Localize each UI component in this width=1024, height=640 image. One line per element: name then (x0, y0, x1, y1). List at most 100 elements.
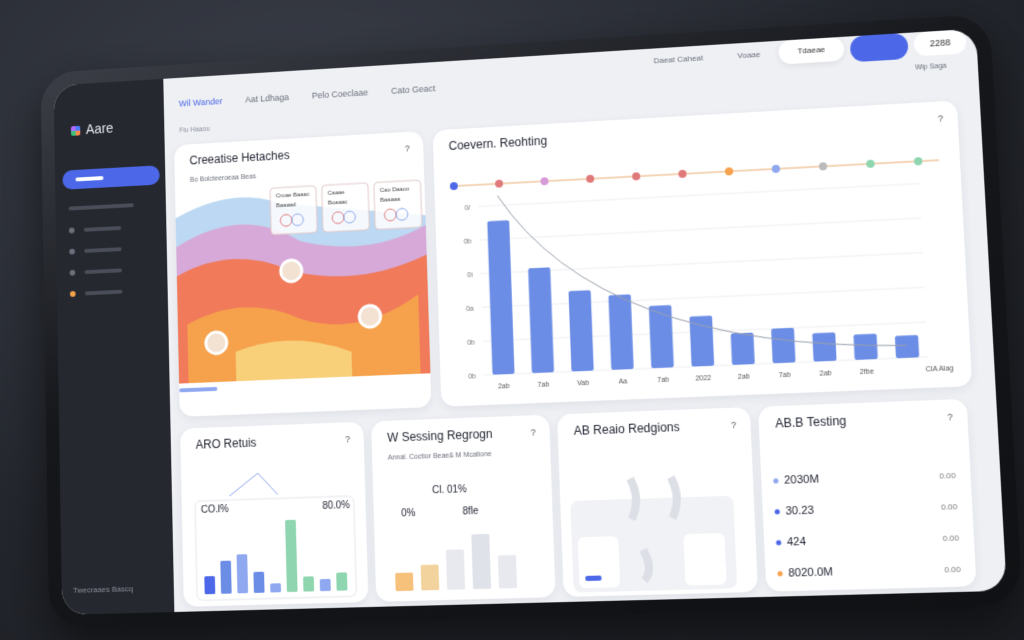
nav-icon (69, 248, 75, 255)
trend-line (229, 473, 278, 496)
timeline-dot (632, 172, 641, 181)
bar (303, 576, 315, 592)
help-icon[interactable]: ? (530, 427, 536, 438)
bar (336, 573, 348, 592)
bar (730, 332, 755, 365)
stat: 80.0% (322, 500, 350, 512)
x-tick-label: 2ab (819, 370, 832, 378)
session-card: W Sessing Regrogn ? Annal. Coctior Beae&… (371, 414, 556, 602)
y-tick-label: 0a (466, 306, 474, 313)
nav-icon (68, 227, 75, 234)
heatmap-card: Creeatise Hetaches ? Bo Bolcteeroeaa Bea… (174, 130, 432, 417)
card-title: Coevern. Reohting (448, 133, 548, 153)
progress (179, 386, 218, 393)
top-link[interactable]: Voaae (737, 49, 761, 61)
breadcrumb: Fiu Haaou (179, 125, 210, 135)
legend-label: Cao Daaoo (380, 186, 410, 194)
help-icon[interactable]: ? (345, 434, 351, 445)
timeline-dot (540, 177, 549, 186)
timeline-dot (586, 174, 595, 183)
legend-label: Baaaad (276, 202, 296, 209)
row-dot (773, 478, 779, 484)
tab[interactable]: Pelo Coeclaae (311, 87, 369, 101)
card-title: ARO Retuis (195, 435, 257, 452)
avatar (206, 332, 227, 354)
nav-item[interactable] (83, 226, 122, 232)
help-icon[interactable]: ? (937, 113, 944, 124)
nav-item-active[interactable] (62, 165, 160, 190)
timeline-dot (913, 156, 923, 166)
bar (253, 571, 265, 593)
session-chart: Cl. 01% 0% 8fle (395, 484, 518, 592)
bar (528, 267, 555, 374)
legend-label: Caaae (328, 190, 345, 197)
x-end-label: ClA Alag (926, 365, 954, 374)
row-value: 0.00 (941, 502, 959, 512)
bar (648, 304, 674, 369)
primary-button[interactable] (849, 32, 909, 63)
grid-line (479, 218, 921, 240)
row-dot (777, 571, 783, 577)
user-count[interactable]: 2288 (913, 29, 967, 57)
bar (285, 519, 298, 593)
tab[interactable]: Aat Ldhaga (244, 92, 290, 105)
bar (204, 576, 216, 595)
avatar (359, 305, 381, 328)
nav-item[interactable] (84, 268, 123, 275)
tab[interactable]: Wil Wander (178, 96, 223, 109)
card-title: Creeatise Hetaches (189, 148, 290, 168)
timeline-dot (494, 179, 504, 188)
x-tick-label: 2ab (738, 373, 751, 381)
legend-label: Boaaac (328, 199, 348, 206)
y-tick-label: 0i (467, 272, 473, 279)
row-label: 2030M (784, 473, 820, 487)
tab[interactable]: Cato Geact (391, 83, 436, 96)
bar (395, 572, 414, 592)
stat: CO.l% (201, 504, 229, 516)
x-tick-label: Aa (619, 378, 628, 386)
heatmap: Croae Baaac Baaaad Caaae Boaaac Cao Daaoo Baa… (175, 176, 431, 393)
timeline-dot (866, 159, 875, 169)
card-title: W Sessing Regrogn (386, 426, 493, 445)
row-dot (774, 509, 780, 515)
bar (420, 564, 440, 591)
help-icon[interactable]: ? (947, 411, 953, 423)
bar (220, 560, 232, 594)
main: Wil Wander Aat Ldhaga Pelo Coeclaae Cato… (163, 29, 1006, 612)
help-icon[interactable]: ? (730, 419, 737, 431)
nav-item[interactable] (84, 247, 122, 253)
testing-card: AB.B Testing ? 2030M 0.00 30.23 0.00 424 0.00… (758, 398, 977, 592)
bar (270, 583, 282, 593)
row-label: 424 (787, 535, 807, 548)
bar (812, 332, 837, 362)
card-subtitle: Annal. Coctior Beae& M Mcatione (387, 451, 492, 462)
x-tick-label: 7ab (537, 381, 549, 389)
timeline-dot (818, 162, 828, 171)
stat: 0% (401, 508, 416, 520)
row-value: 0.00 (944, 564, 962, 574)
region-card: AB Reaio Redgions ? (557, 407, 759, 597)
search[interactable]: Tdaeae (778, 36, 845, 65)
nav-item[interactable] (84, 289, 123, 296)
button (585, 575, 602, 582)
legend-box (322, 183, 370, 232)
top-link[interactable]: Daeat Caheat (653, 53, 704, 66)
top-subtitle: Wip Saga (914, 62, 947, 72)
card-title: AB.B Testing (774, 413, 847, 431)
timeline-dot (771, 164, 781, 174)
bar (894, 335, 920, 359)
top-links: Daeat Caheat Voaae (653, 50, 760, 65)
y-tick-label: 0b (468, 373, 476, 380)
row-label: 8020.0M (788, 566, 833, 580)
stat: Cl. 01% (432, 484, 467, 497)
bar (568, 290, 594, 372)
help-icon[interactable]: ? (404, 143, 410, 154)
bar (487, 220, 515, 375)
tablet: Aare Twecraaes Bascq Wil Wander Aat Ldha… (40, 13, 1023, 630)
avatar (280, 260, 302, 283)
nav-item[interactable] (68, 203, 134, 211)
x-tick-label: 7ab (779, 372, 792, 380)
brand-text: Aare (85, 120, 114, 137)
x-tick-label: Vab (577, 380, 589, 388)
